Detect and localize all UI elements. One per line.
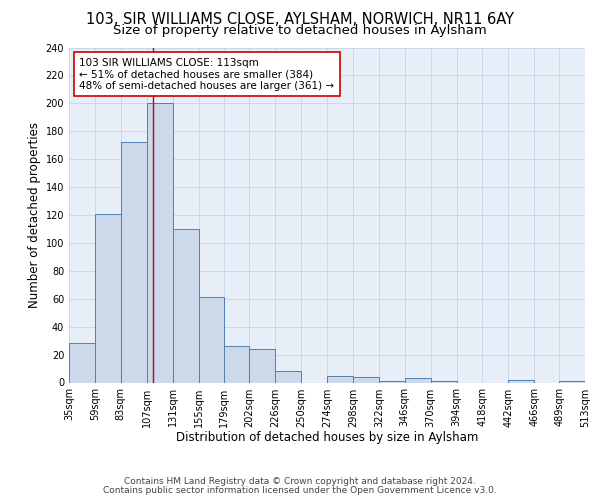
Bar [379,381,405,382]
Bar [69,344,95,382]
X-axis label: Distribution of detached houses by size in Aylsham: Distribution of detached houses by size … [176,431,478,444]
Bar [199,298,224,382]
Bar [327,376,353,382]
Bar [275,372,301,382]
Bar [224,346,249,383]
Bar [431,381,457,382]
Bar [95,214,121,382]
Bar [508,380,534,382]
Bar [559,381,585,382]
Y-axis label: Number of detached properties: Number of detached properties [28,122,41,308]
Bar [353,377,379,382]
Text: Contains public sector information licensed under the Open Government Licence v3: Contains public sector information licen… [103,486,497,495]
Text: 103, SIR WILLIAMS CLOSE, AYLSHAM, NORWICH, NR11 6AY: 103, SIR WILLIAMS CLOSE, AYLSHAM, NORWIC… [86,12,514,28]
Bar [173,229,199,382]
Bar [249,349,275,382]
Text: 103 SIR WILLIAMS CLOSE: 113sqm
← 51% of detached houses are smaller (384)
48% of: 103 SIR WILLIAMS CLOSE: 113sqm ← 51% of … [79,58,334,91]
Bar [405,378,431,382]
Text: Contains HM Land Registry data © Crown copyright and database right 2024.: Contains HM Land Registry data © Crown c… [124,477,476,486]
Text: Size of property relative to detached houses in Aylsham: Size of property relative to detached ho… [113,24,487,37]
Bar [147,104,173,382]
Bar [121,142,147,382]
